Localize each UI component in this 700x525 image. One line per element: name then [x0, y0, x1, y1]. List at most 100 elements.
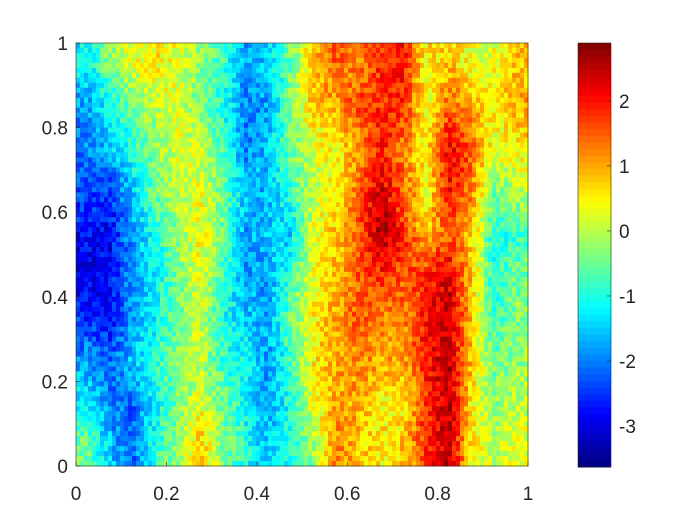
- heatmap-cell: [476, 167, 481, 173]
- heatmap-cell: [484, 97, 489, 104]
- heatmap-cell: [136, 242, 141, 248]
- heatmap-cell: [456, 67, 461, 74]
- heatmap-cell: [376, 177, 381, 183]
- heatmap-cell: [316, 62, 321, 69]
- heatmap-cell: [468, 162, 473, 168]
- heatmap-cell: [116, 207, 121, 213]
- heatmap-cell: [412, 142, 417, 149]
- heatmap-cell: [176, 117, 181, 124]
- heatmap-cell: [336, 127, 341, 134]
- heatmap-cell: [416, 187, 421, 193]
- heatmap-cell: [420, 217, 425, 223]
- heatmap-cell: [236, 137, 241, 144]
- heatmap-cell: [496, 147, 501, 153]
- heatmap-cell: [228, 147, 233, 153]
- heatmap-cell: [212, 187, 217, 193]
- heatmap-cell: [524, 112, 529, 119]
- heatmap-cell: [392, 67, 397, 74]
- heatmap-cell: [180, 256, 185, 263]
- heatmap-cell: [84, 172, 89, 178]
- heatmap-cell: [228, 132, 233, 139]
- heatmap-cell: [172, 147, 177, 153]
- heatmap-cell: [508, 47, 513, 54]
- heatmap-cell: [236, 157, 241, 163]
- heatmap-cell: [428, 92, 433, 99]
- heatmap-cell: [424, 137, 429, 144]
- heatmap-cell: [524, 177, 529, 183]
- heatmap-cell: [340, 72, 345, 79]
- heatmap-cell: [504, 43, 509, 49]
- heatmap-cell: [400, 107, 405, 114]
- heatmap-cell: [460, 132, 465, 139]
- heatmap-cell: [108, 172, 113, 178]
- heatmap-cell: [220, 57, 225, 64]
- heatmap-cell: [376, 82, 381, 89]
- heatmap-cell: [88, 97, 93, 104]
- heatmap-cell: [356, 177, 361, 183]
- heatmap-cell: [88, 212, 93, 218]
- heatmap-cell: [140, 202, 145, 208]
- heatmap-cell: [220, 52, 225, 59]
- heatmap-cell: [116, 127, 121, 134]
- heatmap-cell: [220, 237, 225, 243]
- heatmap-cell: [304, 227, 309, 233]
- heatmap-cell: [316, 192, 321, 198]
- heatmap-cell: [92, 256, 97, 263]
- heatmap-cell: [380, 187, 385, 193]
- heatmap-cell: [380, 232, 385, 238]
- heatmap-cell: [88, 187, 93, 193]
- heatmap-cell: [340, 202, 345, 208]
- heatmap-cell: [476, 192, 481, 198]
- heatmap-cell: [224, 157, 229, 163]
- heatmap-cell: [224, 57, 229, 64]
- heatmap-cell: [348, 197, 353, 203]
- heatmap-cell: [488, 202, 493, 208]
- heatmap-cell: [188, 217, 193, 223]
- heatmap-cell: [140, 82, 145, 89]
- heatmap-cell: [436, 122, 441, 129]
- heatmap-cell: [80, 172, 85, 178]
- heatmap-cell: [444, 192, 449, 198]
- heatmap-cell: [212, 72, 217, 79]
- heatmap-cell: [96, 242, 101, 248]
- heatmap-cell: [440, 197, 445, 203]
- heatmap-cell: [392, 207, 397, 213]
- heatmap-cell: [396, 117, 401, 124]
- heatmap-cell: [372, 92, 377, 99]
- heatmap-cell: [140, 252, 145, 258]
- heatmap-cell: [236, 232, 241, 238]
- heatmap-cell: [284, 87, 289, 94]
- heatmap-cell: [204, 152, 209, 158]
- heatmap-cell: [364, 137, 369, 144]
- heatmap-cell: [476, 62, 481, 69]
- heatmap-cell: [228, 82, 233, 89]
- heatmap-cell: [148, 217, 153, 223]
- heatmap-cell: [412, 247, 417, 253]
- heatmap-cell: [164, 187, 169, 193]
- heatmap-cell: [396, 256, 401, 263]
- heatmap-cell: [340, 132, 345, 139]
- heatmap-cell: [204, 87, 209, 94]
- heatmap-cell: [512, 202, 517, 208]
- heatmap-cell: [396, 152, 401, 158]
- heatmap-cell: [288, 43, 293, 49]
- heatmap-cell: [104, 62, 109, 69]
- heatmap-cell: [272, 212, 277, 218]
- heatmap-cell: [296, 192, 301, 198]
- heatmap-cell: [496, 82, 501, 89]
- heatmap-cell: [456, 162, 461, 168]
- heatmap-cell: [408, 167, 413, 173]
- heatmap-cell: [100, 112, 105, 119]
- heatmap-cell: [200, 132, 205, 139]
- heatmap-cell: [352, 107, 357, 114]
- heatmap-cell: [272, 67, 277, 74]
- heatmap-cell: [376, 43, 381, 49]
- heatmap-cell: [364, 172, 369, 178]
- heatmap-cell: [120, 137, 125, 144]
- heatmap-cell: [220, 87, 225, 94]
- heatmap-cell: [516, 112, 521, 119]
- heatmap-cell: [76, 182, 81, 188]
- heatmap-cell: [188, 43, 193, 49]
- heatmap-cell: [284, 117, 289, 124]
- heatmap-cell: [108, 67, 113, 74]
